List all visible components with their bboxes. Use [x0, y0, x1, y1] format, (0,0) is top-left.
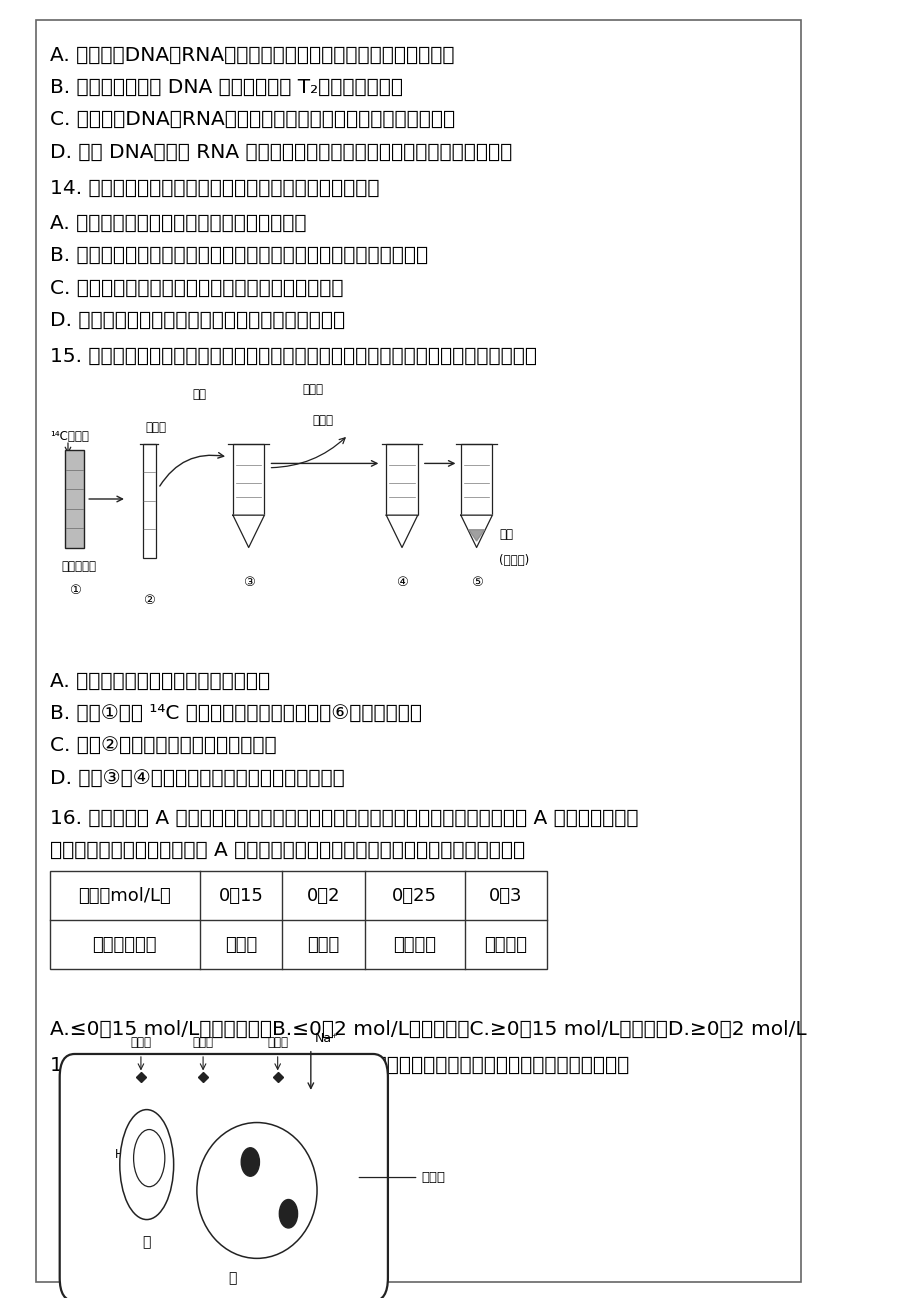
- Text: Na⁺: Na⁺: [314, 1032, 338, 1046]
- Text: ③: ③: [243, 575, 255, 589]
- Polygon shape: [386, 516, 417, 548]
- Circle shape: [279, 1199, 297, 1228]
- Bar: [65, 450, 84, 548]
- Text: 显著分离: 显著分离: [392, 936, 436, 953]
- Text: 15. 如图表示从鸡的血液中制备核糖体的大致过程，对该过程的叙述，错误的是（　　）: 15. 如图表示从鸡的血液中制备核糖体的大致过程，对该过程的叙述，错误的是（ ）: [50, 348, 536, 366]
- Polygon shape: [460, 516, 492, 548]
- Text: 沉淀: 沉淀: [498, 529, 513, 542]
- Text: B. 只含有蛋白质和 DNA 成分的样品是 T₂噬菌体和乳酸菌: B. 只含有蛋白质和 DNA 成分的样品是 T₂噬菌体和乳酸菌: [50, 78, 403, 96]
- Text: ATP: ATP: [279, 1180, 300, 1189]
- Text: 16. 为探究植物 A 能否移植到甲地生长，某生物研究性学习小组通过实验测定了植物 A 细胞液的浓度，: 16. 为探究植物 A 能否移植到甲地生长，某生物研究性学习小组通过实验测定了植…: [50, 809, 638, 828]
- Text: C. 含有水、DNA、RNA、蛋白质、纤维素等成分的样品是玉米组织: C. 含有水、DNA、RNA、蛋白质、纤维素等成分的样品是玉米组织: [50, 111, 454, 129]
- FancyBboxPatch shape: [60, 1055, 388, 1301]
- Text: 氨基酸: 氨基酸: [267, 1036, 288, 1049]
- Text: (核糖体): (核糖体): [498, 553, 528, 566]
- Polygon shape: [233, 516, 264, 548]
- Bar: [142, 444, 155, 557]
- Text: H⁺: H⁺: [115, 1148, 130, 1161]
- Text: 刚分离: 刚分离: [307, 936, 339, 953]
- Text: B. 溌酶体能合成多种水解酵，在白细胞吞噬并消化病菌中起重要作用: B. 溌酶体能合成多种水解酵，在白细胞吞噬并消化病菌中起重要作用: [50, 246, 427, 266]
- Text: 14. 白细胞能吞噬并消化病菌，下列叙述错误的是（　　）: 14. 白细胞能吞噬并消化病菌，下列叙述错误的是（ ）: [50, 178, 379, 198]
- Text: 质壁分离状态: 质壁分离状态: [93, 936, 157, 953]
- Circle shape: [241, 1148, 259, 1176]
- Text: ②: ②: [143, 594, 155, 607]
- Text: D. 既有 DNA，又有 RNA 的样品是玉米组织、小白鼠组织、乳酸菌和酵母菌: D. 既有 DNA，又有 RNA 的样品是玉米组织、小白鼠组织、乳酸菌和酵母菌: [50, 143, 512, 161]
- Text: ADP+Pi: ADP+Pi: [215, 1180, 257, 1189]
- Bar: [386, 444, 417, 516]
- Text: 0．15: 0．15: [219, 887, 263, 905]
- Text: C. 步骤②的目的是维持细胞正常的形态: C. 步骤②的目的是维持细胞正常的形态: [50, 737, 276, 755]
- Bar: [50, 871, 547, 969]
- Text: D. 白细胞吞噬病菌的过程需要细胞膜上蛋白质的参与: D. 白细胞吞噬病菌的过程需要细胞膜上蛋白质的参与: [50, 311, 345, 329]
- Text: a: a: [247, 1157, 254, 1167]
- Text: 0．3: 0．3: [489, 887, 522, 905]
- Text: 0．25: 0．25: [391, 887, 437, 905]
- Bar: [233, 444, 264, 516]
- Text: b: b: [285, 1208, 291, 1219]
- Text: 再离心: 再离心: [312, 414, 334, 427]
- Text: D. 步骤③、④的目的是分离细胞器和其他细胞结构: D. 步骤③、④的目的是分离细胞器和其他细胞结构: [50, 768, 344, 788]
- Text: 0．2: 0．2: [306, 887, 340, 905]
- Text: A. 含有水、DNA、RNA、糖原、蛋白质等成分的样品是小白鼠组织: A. 含有水、DNA、RNA、糖原、蛋白质等成分的样品是小白鼠组织: [50, 46, 454, 65]
- Ellipse shape: [197, 1122, 317, 1258]
- Text: 离心: 离心: [192, 388, 206, 401]
- Text: 鸡的红细胞: 鸡的红细胞: [62, 560, 96, 573]
- Text: ¹⁴C氨基酸: ¹⁴C氨基酸: [50, 430, 88, 443]
- Polygon shape: [468, 530, 484, 542]
- Text: 显著分离: 显著分离: [483, 936, 527, 953]
- Text: B. 步骤①加入 ¹⁴C 氨基酸的目的是为了在步骤⑥中检测核糖体: B. 步骤①加入 ¹⁴C 氨基酸的目的是为了在步骤⑥中检测核糖体: [50, 704, 421, 723]
- Text: 不分离: 不分离: [225, 936, 257, 953]
- Text: 上清液: 上清液: [302, 383, 323, 396]
- Text: A. 白细胞吞噬病菌主要依赖于细胞膜的流动性: A. 白细胞吞噬病菌主要依赖于细胞膜的流动性: [50, 214, 306, 233]
- Bar: [460, 444, 492, 516]
- Text: ①: ①: [69, 583, 81, 596]
- Text: 浓度（mol/L）: 浓度（mol/L）: [78, 887, 171, 905]
- Text: ④: ④: [396, 575, 407, 589]
- Ellipse shape: [133, 1130, 165, 1186]
- Text: 细胞膜: 细胞膜: [421, 1170, 445, 1184]
- Text: A.≤0．15 mol/L　　　　　　B.≤0．2 mol/L　　　　　C.≥0．15 mol/L　　　　D.≥0．2 mol/L: A.≤0．15 mol/L B.≤0．2 mol/L C.≥0．15 mol/L…: [50, 1019, 805, 1039]
- Text: 蒸馏水: 蒸馏水: [145, 421, 166, 434]
- Text: C. 病菌通过胞吾的方式进入白细胞，该过程需要能量: C. 病菌通过胞吾的方式进入白细胞，该过程需要能量: [50, 279, 343, 297]
- Text: 葡萄糖: 葡萄糖: [192, 1036, 213, 1049]
- Text: 核苷酸: 核苷酸: [130, 1036, 152, 1049]
- Text: 甲: 甲: [142, 1236, 151, 1249]
- Ellipse shape: [119, 1109, 174, 1220]
- Text: A. 该过程中应用了差速离心的实验方法: A. 该过程中应用了差速离心的实验方法: [50, 672, 269, 690]
- Text: 乙: 乙: [228, 1271, 236, 1285]
- Text: 17. 图表示某细胞部分结构，甲、乙为细胞器，a、b 为膜上的物质或结构。以下叙述正确的是（　　）: 17. 图表示某细胞部分结构，甲、乙为细胞器，a、b 为膜上的物质或结构。以下叙…: [50, 1056, 629, 1075]
- Text: ⑤: ⑤: [471, 575, 482, 589]
- Text: 实验结果如下表。为保证植物 A 移植后能正常生存，则甲地土壤溶液的浓度应（　　）: 实验结果如下表。为保证植物 A 移植后能正常生存，则甲地土壤溶液的浓度应（ ）: [50, 841, 525, 861]
